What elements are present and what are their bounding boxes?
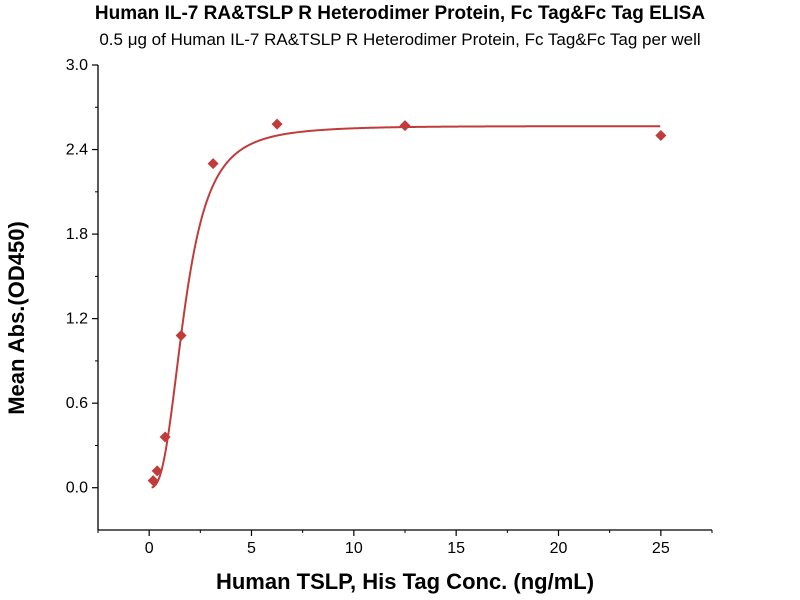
x-tick-label: 20 xyxy=(550,540,568,557)
y-axis-title: Mean Abs.(OD450) xyxy=(4,221,29,415)
y-tick-label: 2.4 xyxy=(66,142,88,159)
data-point xyxy=(655,129,667,141)
data-point xyxy=(207,158,219,170)
data-point xyxy=(399,120,411,132)
x-tick-label: 10 xyxy=(345,540,363,557)
fit-curve xyxy=(151,125,661,489)
y-tick-label: 0.0 xyxy=(66,480,88,497)
x-tick-label: 25 xyxy=(652,540,670,557)
x-tick-label: 15 xyxy=(447,540,465,557)
axes xyxy=(97,65,712,531)
data-point xyxy=(175,330,187,342)
y-tick-label: 3.0 xyxy=(66,57,88,74)
data-points xyxy=(147,118,667,487)
y-tick-label: 0.6 xyxy=(66,395,88,412)
y-ticks: 0.0 0.6 1.2 1.8 2.4 3.0 xyxy=(66,57,98,497)
chart-title: Human IL-7 RA&TSLP R Heterodimer Protein… xyxy=(94,3,706,24)
y-tick-label: 1.8 xyxy=(66,226,88,243)
chart-subtitle: 0.5 μg of Human IL-7 RA&TSLP R Heterodim… xyxy=(99,30,701,49)
x-tick-label: 0 xyxy=(145,540,154,557)
data-point xyxy=(159,431,171,443)
x-tick-label: 5 xyxy=(247,540,256,557)
x-axis-title: Human TSLP, His Tag Conc. (ng/mL) xyxy=(216,569,594,594)
data-point xyxy=(151,465,163,477)
data-point xyxy=(147,475,159,487)
data-point xyxy=(271,118,283,130)
y-tick-label: 1.2 xyxy=(66,311,88,328)
x-ticks: 0 5 10 15 20 25 xyxy=(97,530,713,557)
